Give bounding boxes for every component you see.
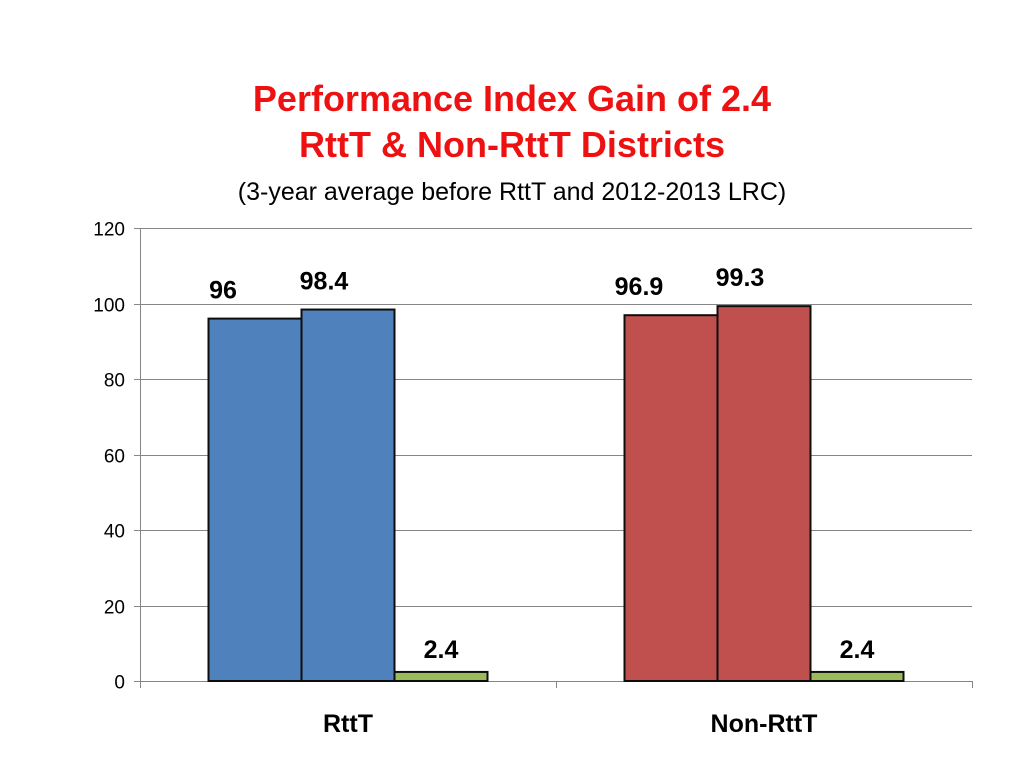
bar — [300, 308, 396, 682]
bar — [207, 317, 303, 682]
y-tick-label: 0 — [114, 673, 125, 694]
bar — [623, 314, 719, 682]
data-label: 96.9 — [615, 273, 664, 301]
chart-title-block: Performance Index Gain of 2.4 RttT & Non… — [0, 76, 1024, 210]
bar — [393, 670, 489, 683]
data-label: 96 — [209, 277, 237, 305]
y-tick-label: 20 — [104, 598, 125, 619]
chart-title-line-2: RttT & Non-RttT Districts — [299, 124, 725, 165]
y-tick-label: 40 — [104, 522, 125, 543]
data-label: 99.3 — [716, 264, 765, 292]
y-tick-label: 100 — [93, 296, 125, 317]
x-category-label: RttT — [323, 710, 373, 738]
data-label: 98.4 — [300, 268, 349, 296]
y-tick-label: 80 — [104, 371, 125, 392]
bar — [809, 670, 905, 683]
y-tick-label: 120 — [93, 220, 125, 241]
chart-subtitle: (3-year average before RttT and 2012-201… — [237, 178, 787, 206]
x-category-label: Non-RttT — [711, 710, 818, 738]
y-tick-label: 60 — [104, 447, 125, 468]
chart-title-line-1: Performance Index Gain of 2.4 — [252, 78, 772, 119]
data-label: 2.4 — [840, 636, 875, 664]
data-label: 2.4 — [424, 636, 459, 664]
bar — [716, 305, 812, 682]
